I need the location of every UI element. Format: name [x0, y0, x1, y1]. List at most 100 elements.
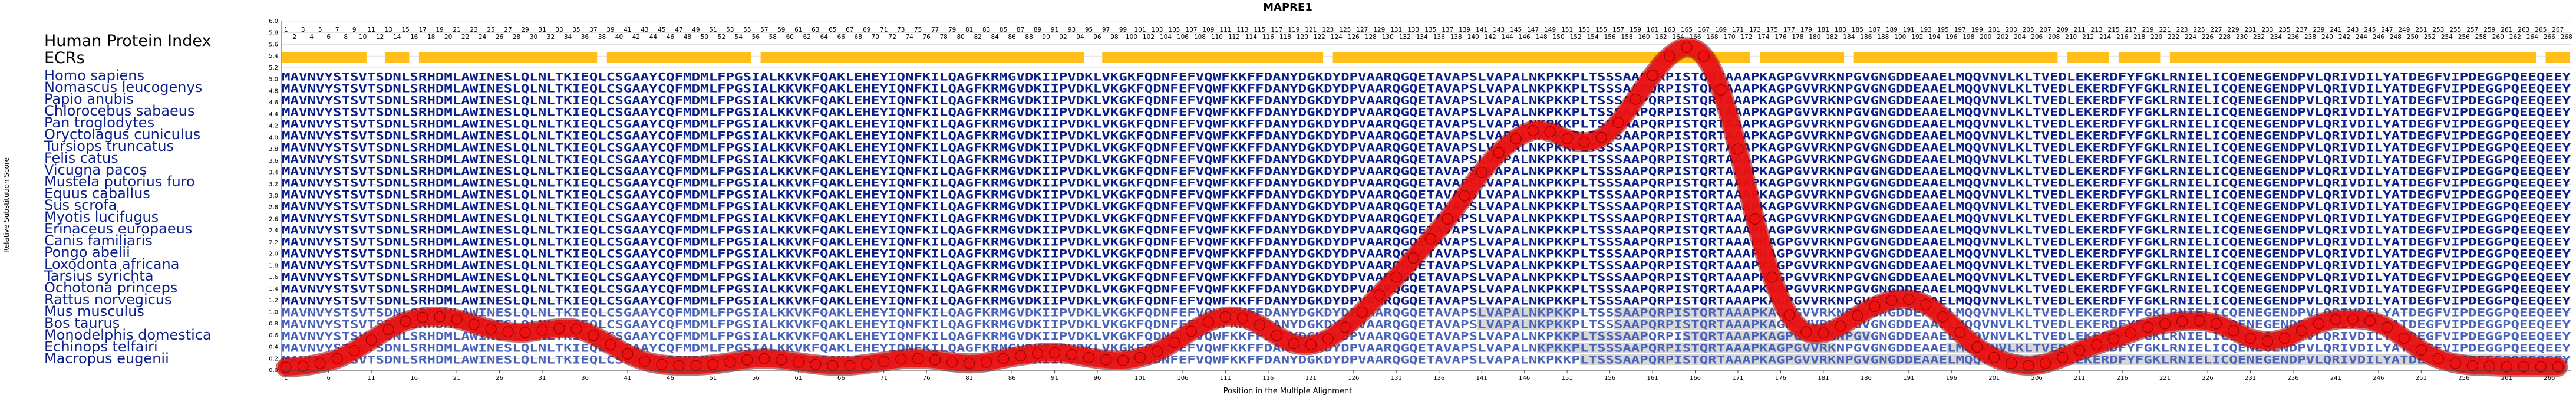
masked-block [1477, 307, 1572, 318]
protein-index-number: 44 [649, 34, 658, 41]
score-point [348, 344, 360, 357]
protein-index-number: 62 [803, 34, 811, 41]
protein-index-number: 42 [632, 34, 640, 41]
protein-index-number: 120 [1297, 34, 1308, 41]
species-label: Equus caballus [44, 185, 150, 202]
y-tick-label: 6.0 [269, 18, 278, 25]
x-tick-label: 241 [2330, 375, 2341, 381]
protein-index-number: 94 [1076, 34, 1084, 41]
protein-index-number: 158 [1621, 34, 1633, 41]
protein-index-number: 197 [1954, 27, 1966, 34]
protein-index-number: 242 [2338, 34, 2350, 41]
protein-index-number: 141 [1476, 27, 1487, 34]
protein-index-number: 46 [667, 34, 675, 41]
species-label: Nomascus leucogenys [44, 79, 202, 96]
protein-index-number: 8 [344, 34, 348, 41]
species-label: Pongo abelii [44, 244, 130, 261]
protein-index-number: 207 [2040, 27, 2051, 34]
protein-index-number: 229 [2228, 27, 2239, 34]
protein-index-number: 251 [2415, 27, 2427, 34]
protein-index-number: 82 [974, 34, 981, 41]
protein-index-number: 261 [2501, 27, 2512, 34]
protein-index-number: 73 [897, 27, 905, 34]
protein-index-number: 238 [2304, 34, 2316, 41]
species-label: Rattus norvegicus [44, 291, 172, 308]
protein-index-number: 201 [1988, 27, 2000, 34]
species-label: Loxodonta africana [44, 256, 179, 272]
score-point [297, 360, 309, 372]
protein-index-number: 263 [2518, 27, 2529, 34]
protein-index-number: 129 [1373, 27, 1385, 34]
score-point [1048, 347, 1061, 359]
protein-index-number: 43 [641, 27, 648, 34]
score-point [2364, 315, 2376, 327]
protein-index-number: 71 [880, 27, 888, 34]
protein-index-number: 219 [2142, 27, 2154, 34]
protein-index-number: 110 [1211, 34, 1223, 41]
score-point [382, 324, 394, 335]
score-point [2261, 335, 2274, 347]
protein-index-number: 34 [564, 34, 572, 41]
protein-index-number: 63 [812, 27, 819, 34]
x-tick-label: 26 [496, 375, 503, 381]
protein-index-number: 149 [1544, 27, 1556, 34]
protein-index-number: 133 [1407, 27, 1419, 34]
x-tick-label: 151 [1562, 375, 1573, 381]
protein-index-number: 152 [1570, 34, 1582, 41]
protein-index-number: 198 [1962, 34, 1974, 41]
protein-index-number: 139 [1459, 27, 1470, 34]
protein-index-number: 190 [1894, 34, 1906, 41]
y-tick-label: 0.2 [269, 356, 278, 362]
protein-index-number: 179 [1800, 27, 1812, 34]
score-point [1459, 190, 1470, 202]
score-point [2313, 318, 2325, 330]
protein-index-number: 247 [2381, 27, 2393, 34]
y-tick-label: 5.4 [269, 53, 278, 60]
x-ticks: 1 6 11 16 21 26 31 36 41 46 51 56 61 66 71 76 81 86 91 96 10… [284, 370, 2555, 381]
x-tick-label: 66 [837, 375, 845, 381]
score-point [485, 323, 497, 335]
score-point [570, 323, 582, 335]
ecr-bar [384, 52, 410, 63]
score-point [605, 338, 616, 351]
score-point [2023, 360, 2034, 371]
protein-index-number: 162 [1655, 34, 1667, 41]
score-point [827, 360, 839, 371]
alignment-row: MAVNVYSTSVTSDNLSRHDMLAWINESLQLNLTKIEQLCS… [282, 306, 2571, 319]
score-point [1869, 300, 1881, 313]
protein-index-number: 89 [1034, 27, 1041, 34]
protein-index-number: 160 [1638, 34, 1650, 41]
x-tick-label: 246 [2373, 375, 2384, 381]
protein-index-number: 3 [301, 27, 305, 34]
score-point [2432, 353, 2444, 364]
score-point [2466, 360, 2478, 371]
score-point [1578, 136, 1590, 148]
protein-index-number: 244 [2356, 34, 2367, 41]
protein-index-number: 228 [2219, 34, 2231, 41]
score-point [1920, 298, 1932, 311]
score-point [1151, 346, 1163, 358]
species-label: Tursiops truncatus [44, 138, 174, 154]
protein-index-number: 123 [1322, 27, 1334, 34]
protein-index-number: 66 [837, 34, 846, 41]
protein-index-number: 223 [2176, 27, 2188, 34]
score-point [1066, 348, 1078, 360]
x-tick-label: 161 [1647, 375, 1658, 381]
protein-index-number: 24 [479, 34, 487, 41]
score-point [1954, 327, 1966, 338]
protein-index-number: 209 [2057, 27, 2069, 34]
score-point [2449, 357, 2461, 369]
protein-index-number: 54 [735, 34, 743, 41]
protein-index-number: 214 [2099, 34, 2111, 41]
score-point [1254, 319, 1265, 331]
masked-block [1614, 307, 1777, 318]
protein-index-number: 220 [2150, 34, 2162, 41]
y-tick-label: 5.0 [269, 77, 278, 83]
protein-index-number: 130 [1382, 34, 1394, 41]
species-label: Mus musculus [44, 303, 144, 320]
protein-index-number: 136 [1433, 34, 1445, 41]
score-point [844, 360, 856, 371]
score-point [2006, 357, 2017, 369]
x-tick-label: 136 [1433, 375, 1444, 381]
protein-index-number: 249 [2398, 27, 2410, 34]
